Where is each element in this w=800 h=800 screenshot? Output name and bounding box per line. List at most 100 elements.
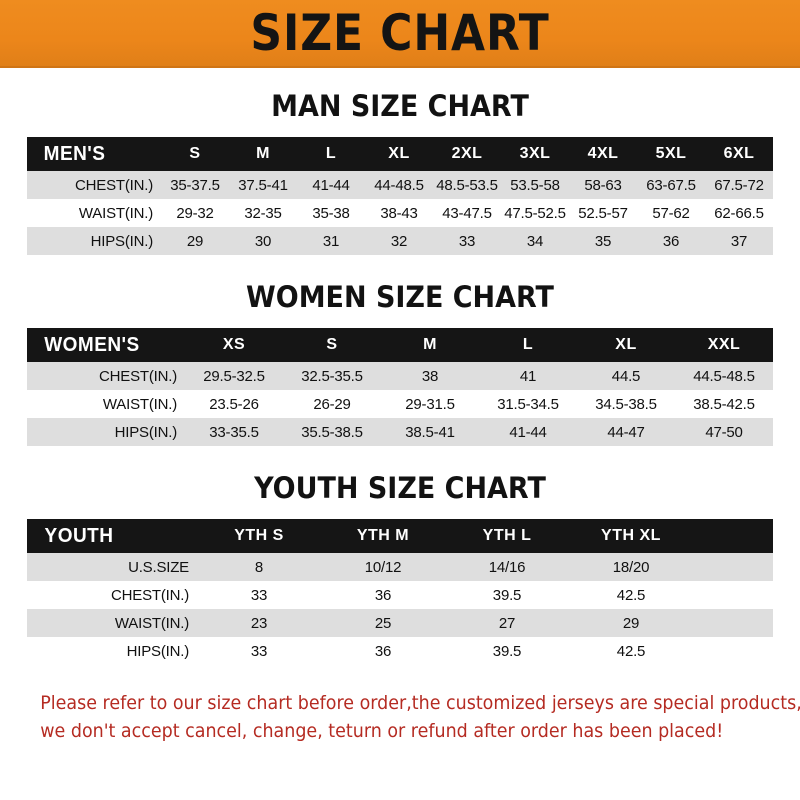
women-row-label: WAIST(IN.) [27, 390, 185, 418]
table-row: HIPS(IN.) 33 36 39.5 42.5 [27, 637, 773, 665]
man-header-row: MEN'S S M L XL 2XL 3XL 4XL 5XL 6XL [27, 137, 773, 171]
women-cell: 31.5-34.5 [479, 390, 577, 418]
youth-header-row: YOUTH YTH S YTH M YTH L YTH XL [27, 519, 773, 553]
youth-cell: 8 [197, 553, 321, 581]
youth-size-table: YOUTH YTH S YTH M YTH L YTH XL U.S.SIZE 8 10/12… [27, 519, 773, 665]
women-row-label: HIPS(IN.) [27, 418, 185, 446]
women-cell: 26-29 [283, 390, 381, 418]
women-cell: 29-31.5 [381, 390, 479, 418]
table-row: HIPS(IN.) 33-35.5 35.5-38.5 38.5-41 41-44 44-… [27, 418, 773, 446]
man-cell: 34 [501, 227, 569, 255]
women-cell: 33-35.5 [185, 418, 283, 446]
man-column-header: XL [388, 145, 410, 162]
women-column-header: XXL [707, 336, 741, 353]
man-cell: 47.5-52.5 [501, 199, 569, 227]
man-cell: 37 [705, 227, 773, 255]
youth-cell-spacer [693, 581, 773, 609]
women-column-header: M [423, 336, 437, 353]
youth-cell: 25 [321, 609, 445, 637]
man-column-header: M [256, 145, 270, 162]
youth-cell: 42.5 [569, 637, 693, 665]
women-cell: 35.5-38.5 [283, 418, 381, 446]
youth-row-label: CHEST(IN.) [27, 581, 197, 609]
women-cell: 41-44 [479, 418, 577, 446]
man-cell: 62-66.5 [705, 199, 773, 227]
women-cell: 38.5-42.5 [675, 390, 773, 418]
youth-cell: 36 [321, 637, 445, 665]
youth-section-title: YOUTH SIZE CHART [254, 471, 546, 505]
women-header-row: WOMEN'S XS S M L XL XXL [27, 328, 773, 362]
women-section-title: WOMEN SIZE CHART [246, 280, 554, 314]
women-cell: 41 [479, 362, 577, 390]
man-cell: 36 [637, 227, 705, 255]
man-cell: 52.5-57 [569, 199, 637, 227]
youth-cell-spacer [693, 637, 773, 665]
youth-cell: 14/16 [445, 553, 569, 581]
women-cell: 34.5-38.5 [577, 390, 675, 418]
man-row-label: CHEST(IN.) [27, 171, 161, 199]
man-cell: 48.5-53.5 [433, 171, 501, 199]
man-column-header: 3XL [519, 145, 551, 162]
women-cell: 44.5-48.5 [675, 362, 773, 390]
youth-cell: 39.5 [445, 637, 569, 665]
man-column-header: 4XL [587, 145, 619, 162]
man-column-header: 5XL [655, 145, 687, 162]
table-row: CHEST(IN.) 33 36 39.5 42.5 [27, 581, 773, 609]
table-row: WAIST(IN.) 29-32 32-35 35-38 38-43 43-47.5 47.… [27, 199, 773, 227]
women-column-header: L [522, 336, 534, 353]
man-column-header: L [325, 145, 337, 162]
youth-corner-label: YOUTH [44, 524, 114, 547]
women-cell: 44.5 [577, 362, 675, 390]
man-cell: 44-48.5 [365, 171, 433, 199]
man-cell: 43-47.5 [433, 199, 501, 227]
women-cell: 23.5-26 [185, 390, 283, 418]
man-section-title: MAN SIZE CHART [271, 89, 529, 123]
order-policy-note: Please refer to our size chart before or… [20, 689, 800, 745]
youth-cell: 27 [445, 609, 569, 637]
table-row: WAIST(IN.) 23.5-26 26-29 29-31.5 31.5-34.5 34… [27, 390, 773, 418]
women-column-header: XL [615, 336, 637, 353]
youth-row-label: HIPS(IN.) [27, 637, 197, 665]
man-size-chart-block: MEN'S S M L XL 2XL 3XL 4XL 5XL 6XL CHEST(IN.) 35-37… [27, 137, 773, 255]
man-cell: 38-43 [365, 199, 433, 227]
man-column-header: 6XL [723, 145, 755, 162]
man-cell: 35 [569, 227, 637, 255]
youth-cell-spacer [693, 553, 773, 581]
youth-cell-spacer [693, 609, 773, 637]
man-cell: 31 [297, 227, 365, 255]
youth-cell: 39.5 [445, 581, 569, 609]
man-cell: 29 [161, 227, 229, 255]
man-cell: 63-67.5 [637, 171, 705, 199]
man-cell: 35-37.5 [161, 171, 229, 199]
man-cell: 30 [229, 227, 297, 255]
women-size-chart-block: WOMEN'S XS S M L XL XXL CHEST(IN.) 29.5-32.5 32.5… [27, 328, 773, 446]
youth-cell: 10/12 [321, 553, 445, 581]
women-cell: 38 [381, 362, 479, 390]
youth-column-header: YTH S [234, 527, 284, 544]
women-column-header: S [326, 336, 338, 353]
man-row-label: HIPS(IN.) [27, 227, 161, 255]
youth-cell: 42.5 [569, 581, 693, 609]
table-row: U.S.SIZE 8 10/12 14/16 18/20 [27, 553, 773, 581]
women-row-label: CHEST(IN.) [27, 362, 185, 390]
women-column-header: XS [222, 336, 246, 353]
order-policy-line-1: Please refer to our size chart before or… [40, 692, 800, 714]
youth-cell: 29 [569, 609, 693, 637]
women-cell: 44-47 [577, 418, 675, 446]
youth-cell: 36 [321, 581, 445, 609]
youth-row-label: WAIST(IN.) [27, 609, 197, 637]
man-cell: 37.5-41 [229, 171, 297, 199]
table-row: HIPS(IN.) 29 30 31 32 33 34 35 36 37 [27, 227, 773, 255]
table-row: CHEST(IN.) 29.5-32.5 32.5-35.5 38 41 44.5 44.5… [27, 362, 773, 390]
youth-size-chart-block: YOUTH YTH S YTH M YTH L YTH XL U.S.SIZE 8 10/12… [27, 519, 773, 665]
table-row: WAIST(IN.) 23 25 27 29 [27, 609, 773, 637]
man-corner-label: MEN'S [43, 142, 106, 165]
youth-cell: 18/20 [569, 553, 693, 581]
youth-table-body: YOUTH YTH S YTH M YTH L YTH XL U.S.SIZE 8 10/12… [27, 519, 773, 665]
man-cell: 29-32 [161, 199, 229, 227]
youth-cell: 33 [197, 637, 321, 665]
youth-cell: 23 [197, 609, 321, 637]
man-cell: 32 [365, 227, 433, 255]
man-cell: 57-62 [637, 199, 705, 227]
youth-column-header: YTH XL [601, 527, 661, 544]
